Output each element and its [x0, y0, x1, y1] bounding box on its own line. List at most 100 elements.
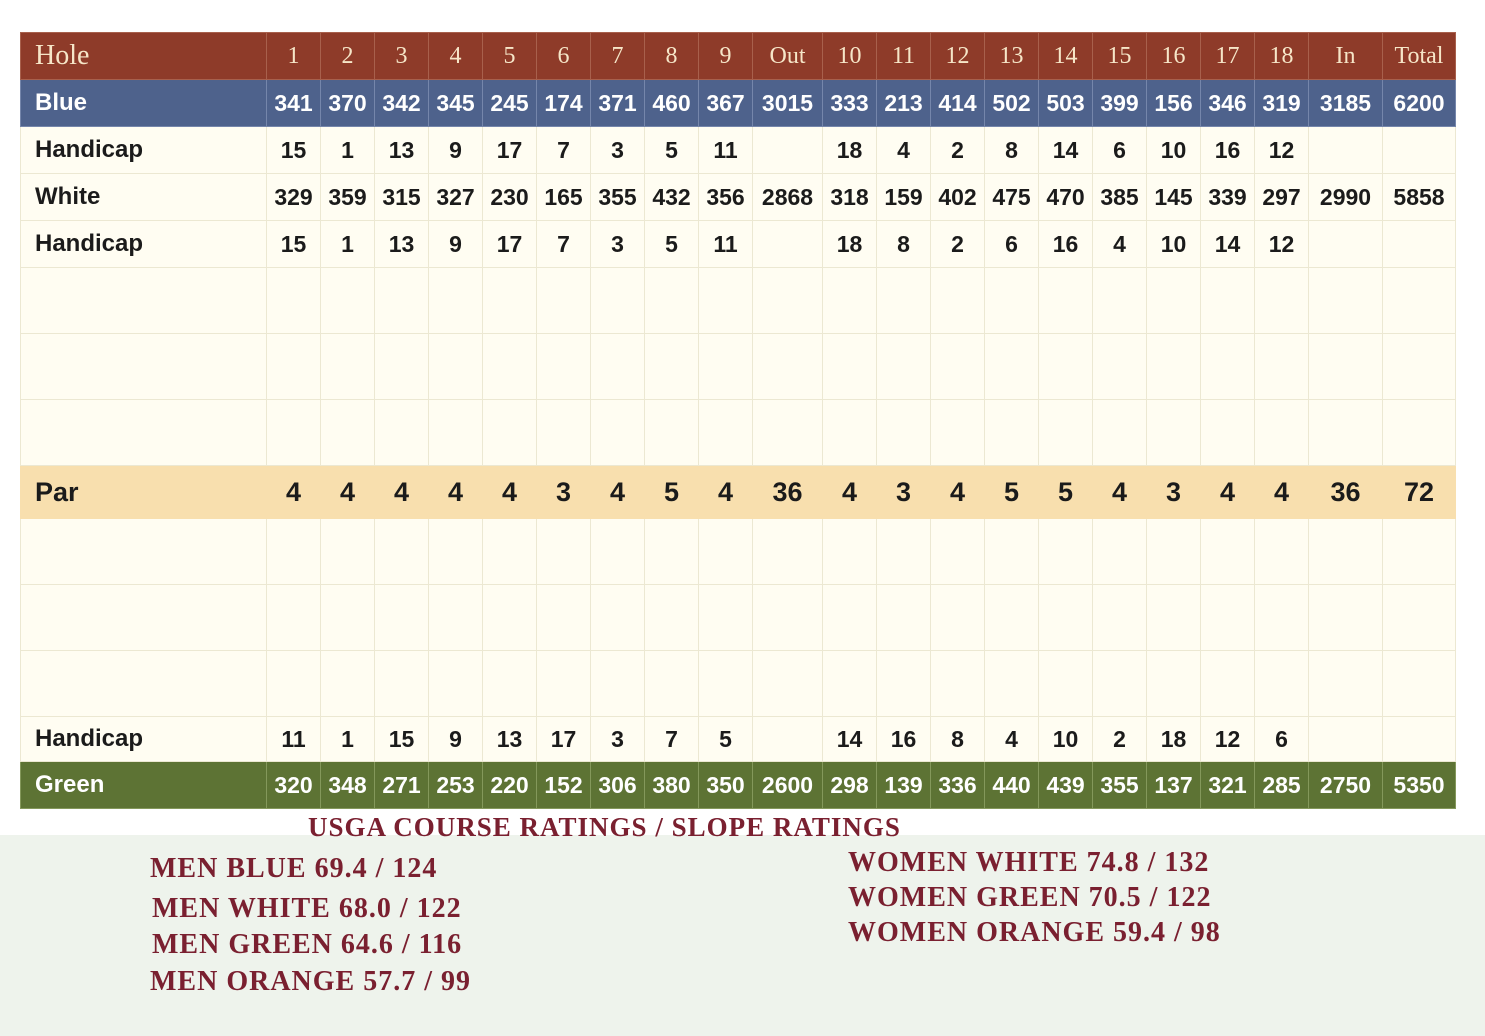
row-label: Handicap — [20, 126, 267, 174]
score-cell: 341 — [266, 79, 321, 127]
handicap-row: Handicap 15 1 13 9 17 7 3 5 11 18 8 2 6 16 4 10 14 12 — [20, 220, 1456, 268]
score-cell: 342 — [374, 79, 429, 127]
score-cell — [698, 267, 753, 334]
score-cell: 174 — [536, 79, 591, 127]
score-cell — [1382, 220, 1456, 268]
score-cell: 10 — [1038, 716, 1093, 762]
score-cell: 11 — [876, 32, 931, 80]
score-cell — [930, 267, 985, 334]
score-cell — [1038, 584, 1093, 651]
score-cell — [930, 333, 985, 400]
score-cell: 348 — [320, 761, 375, 809]
score-cell — [536, 333, 591, 400]
score-cell: 355 — [590, 173, 645, 221]
score-cell — [1308, 333, 1383, 400]
score-cell: 475 — [984, 173, 1039, 221]
blank-score-row — [20, 399, 1456, 466]
score-cell — [320, 584, 375, 651]
score-cell — [1092, 267, 1147, 334]
score-cell: 503 — [1038, 79, 1093, 127]
score-cell — [1308, 399, 1383, 466]
blank-score-row — [20, 333, 1456, 400]
score-cell: 36 — [1308, 465, 1383, 519]
score-cell — [374, 267, 429, 334]
score-cell: 6200 — [1382, 79, 1456, 127]
score-cell: 3 — [374, 32, 429, 80]
scorecard-table: Hole 1 2 3 4 5 6 7 8 9 Out 10 11 12 13 14 15 16 17 18 In Tota… — [20, 32, 1456, 809]
score-cell: 4 — [698, 465, 753, 519]
par-row: Par 4 4 4 4 4 3 4 5 4 36 4 3 4 5 5 4 3 4 4 36 72 — [20, 465, 1456, 519]
score-cell: 5 — [1038, 465, 1093, 519]
score-cell: 18 — [1146, 716, 1201, 762]
ratings-title: USGA COURSE RATINGS / SLOPE RATINGS — [308, 812, 901, 842]
score-cell — [822, 399, 877, 466]
score-cell: 4 — [590, 465, 645, 519]
score-cell: 298 — [822, 761, 877, 809]
score-cell: 14 — [1038, 32, 1093, 80]
score-cell: 4 — [320, 465, 375, 519]
score-cell — [1308, 126, 1383, 174]
score-cell: 321 — [1200, 761, 1255, 809]
score-cell: 10 — [1146, 126, 1201, 174]
score-cell: 139 — [876, 761, 931, 809]
score-cell: 4 — [984, 716, 1039, 762]
score-cell: Total — [1382, 32, 1456, 80]
score-cell: 12 — [1200, 716, 1255, 762]
score-cell: 4 — [428, 465, 483, 519]
score-cell — [1146, 267, 1201, 334]
score-cell — [1200, 333, 1255, 400]
score-cell — [590, 333, 645, 400]
row-label — [20, 650, 267, 717]
score-cell — [822, 650, 877, 717]
score-cell — [1308, 584, 1383, 651]
score-cell — [1254, 584, 1309, 651]
score-cell — [984, 518, 1039, 585]
score-cell: 5 — [984, 465, 1039, 519]
score-cell: 3015 — [752, 79, 823, 127]
score-cell — [266, 399, 321, 466]
score-cell: 371 — [590, 79, 645, 127]
score-cell — [822, 267, 877, 334]
score-cell — [482, 399, 537, 466]
score-cell: 145 — [1146, 173, 1201, 221]
score-cell — [482, 267, 537, 334]
score-cell: 4 — [822, 465, 877, 519]
score-cell — [428, 650, 483, 717]
score-cell: 356 — [698, 173, 753, 221]
score-cell: 16 — [1200, 126, 1255, 174]
score-cell: 318 — [822, 173, 877, 221]
score-cell — [590, 650, 645, 717]
score-cell — [1146, 584, 1201, 651]
score-cell: 315 — [374, 173, 429, 221]
row-label — [20, 267, 267, 334]
score-cell — [752, 584, 823, 651]
score-cell — [1382, 650, 1456, 717]
score-cell: 432 — [644, 173, 699, 221]
score-cell: 359 — [320, 173, 375, 221]
score-cell: 470 — [1038, 173, 1093, 221]
row-label: White — [20, 173, 267, 221]
score-cell: 7 — [644, 716, 699, 762]
score-cell — [428, 399, 483, 466]
women-white-rating: WOMEN WHITE 74.8 / 132 — [848, 847, 1210, 878]
score-cell: 7 — [536, 220, 591, 268]
score-cell — [266, 518, 321, 585]
score-cell — [984, 650, 1039, 717]
blank-score-row — [20, 518, 1456, 585]
score-cell — [644, 267, 699, 334]
score-cell — [1254, 518, 1309, 585]
score-cell: 4 — [428, 32, 483, 80]
score-cell: 285 — [1254, 761, 1309, 809]
row-label: Hole — [20, 32, 267, 80]
score-cell: 3 — [590, 126, 645, 174]
score-cell: 370 — [320, 79, 375, 127]
score-cell: 2750 — [1308, 761, 1383, 809]
score-cell: 2600 — [752, 761, 823, 809]
row-label: Par — [20, 465, 267, 519]
score-cell — [320, 399, 375, 466]
score-cell — [876, 267, 931, 334]
score-cell: 16 — [1038, 220, 1093, 268]
score-cell: 7 — [590, 32, 645, 80]
score-cell: 345 — [428, 79, 483, 127]
score-cell — [1146, 518, 1201, 585]
